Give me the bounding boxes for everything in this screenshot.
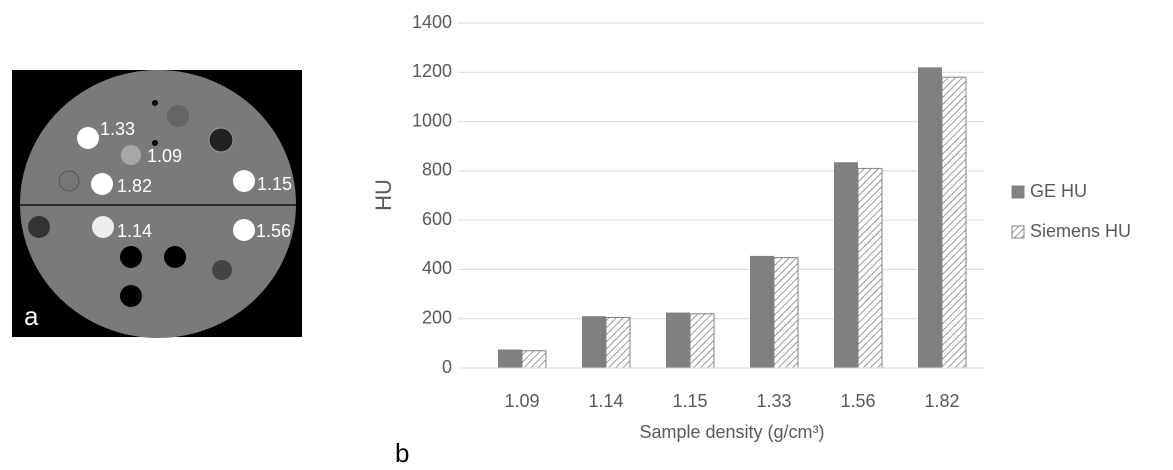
legend-label: GE HU [1030, 181, 1087, 201]
y-tick-label: 0 [442, 357, 452, 377]
bar [750, 255, 774, 368]
x-tick-label: 1.33 [756, 391, 791, 411]
bar [689, 313, 715, 369]
density-label: 1.56 [256, 221, 291, 241]
bar [941, 76, 967, 369]
panel-label: a [24, 301, 39, 331]
legend-label: Siemens HU [1030, 221, 1131, 241]
x-axis-label: Sample density (g/cm³) [639, 422, 824, 442]
bar [857, 167, 883, 369]
bar [498, 349, 522, 368]
bar [582, 316, 606, 368]
density-label: 1.15 [257, 174, 292, 194]
x-tick-label: 1.14 [588, 391, 623, 411]
bar [773, 257, 799, 369]
legend-swatch [1011, 225, 1025, 239]
density-label: 1.09 [147, 146, 182, 166]
bar [918, 67, 942, 368]
x-tick-label: 1.82 [924, 391, 959, 411]
density-label: 1.33 [100, 119, 135, 139]
x-tick-label: 1.56 [840, 391, 875, 411]
density-label: 1.82 [117, 176, 152, 196]
y-tick-label: 400 [422, 258, 452, 278]
density-label: 1.14 [117, 221, 152, 241]
y-tick-label: 1000 [412, 110, 452, 130]
y-tick-label: 600 [422, 209, 452, 229]
y-tick-label: 800 [422, 160, 452, 180]
y-tick-label: 1400 [412, 12, 452, 32]
x-tick-label: 1.15 [672, 391, 707, 411]
y-axis-label: HU [371, 179, 396, 211]
panel-label: b [395, 438, 409, 468]
bar [834, 162, 858, 368]
y-tick-label: 1200 [412, 61, 452, 81]
ct-image: 1.33 1.09 1.82 1.15 1.14 1.56 a [12, 70, 302, 338]
bar [605, 316, 631, 369]
x-tick-label: 1.09 [504, 391, 539, 411]
y-tick-label: 200 [422, 307, 452, 327]
bar [521, 350, 547, 369]
bar [666, 312, 690, 368]
legend-swatch [1011, 185, 1025, 199]
